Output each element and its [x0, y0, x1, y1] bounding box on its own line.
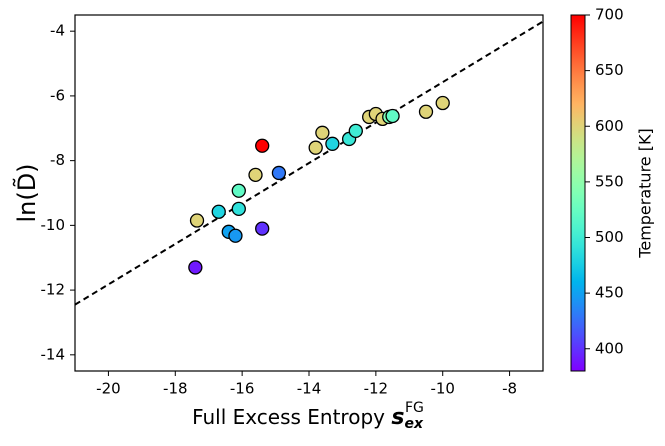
x-tick-label: -16: [230, 380, 255, 398]
scatter-point: [188, 260, 203, 275]
fit-line: [74, 20, 544, 306]
colorbar-label: Temperature [K]: [636, 128, 655, 258]
scatter-point: [348, 123, 363, 139]
scatter-point: [435, 95, 450, 111]
scatter-point: [231, 201, 246, 217]
scatter-point: [248, 167, 263, 183]
y-tick-label: -4: [50, 22, 65, 40]
plot-frame: [74, 14, 544, 372]
scatter-point: [308, 140, 323, 155]
colorbar-tick-label: 700: [595, 6, 624, 24]
colorbar-tick-label: 550: [595, 172, 624, 190]
scatter-point: [255, 221, 270, 236]
colorbar-tick-label: 450: [595, 284, 624, 302]
scatter-point: [228, 228, 243, 243]
x-label-text: Full Excess Entropy: [192, 405, 385, 429]
colorbar-tick-label: 600: [595, 117, 624, 135]
x-tick-label: -14: [297, 380, 322, 398]
y-tick-label: -10: [41, 216, 66, 234]
scatter-point: [385, 108, 400, 124]
scatter-point: [271, 165, 287, 181]
x-tick-label: -8: [502, 380, 517, 398]
x-tick-label: -20: [96, 380, 121, 398]
scatter-point: [315, 125, 330, 140]
y-tick-label: -6: [50, 86, 65, 104]
colorbar: [570, 14, 586, 372]
x-label-symbol: s: [391, 405, 404, 430]
x-tick-label: -18: [163, 380, 188, 398]
colorbar-tick-label: 650: [595, 61, 624, 79]
x-label-sub: ex: [404, 416, 423, 432]
x-label-sup: FG: [405, 400, 424, 416]
scatter-point: [255, 138, 270, 153]
y-tick-label: -12: [41, 281, 66, 299]
colorbar-tick-label: 500: [595, 228, 624, 246]
y-axis-label: ln(D̃): [13, 163, 41, 222]
scatter-point: [231, 183, 246, 198]
x-tick-label: -10: [430, 380, 455, 398]
scatter-point: [189, 213, 205, 228]
scatter-point: [325, 136, 340, 151]
colorbar-tick-label: 400: [595, 339, 624, 357]
scatter-point: [211, 204, 226, 219]
x-tick-label: -12: [364, 380, 389, 398]
scatter-point: [418, 104, 434, 119]
y-tick-label: -14: [41, 345, 66, 363]
x-axis-label: Full Excess Entropy sexFG: [192, 400, 424, 432]
y-tick-label: -8: [50, 151, 65, 169]
